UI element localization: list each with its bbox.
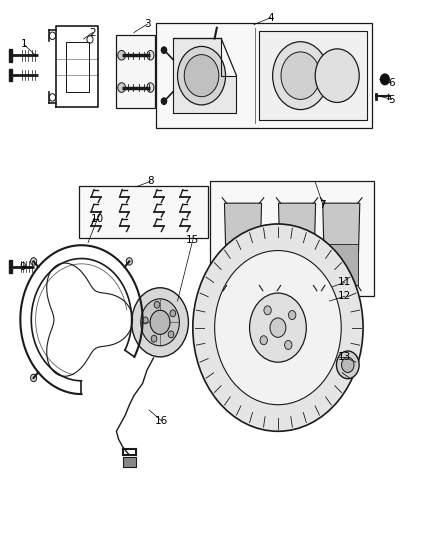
Circle shape [31, 257, 37, 265]
Polygon shape [10, 260, 12, 273]
Circle shape [250, 293, 306, 362]
Circle shape [118, 51, 126, 60]
Circle shape [132, 288, 188, 357]
Polygon shape [323, 203, 360, 286]
Ellipse shape [147, 51, 154, 60]
Text: 2: 2 [89, 28, 95, 38]
Text: 4: 4 [267, 13, 274, 23]
Circle shape [260, 336, 267, 345]
Polygon shape [10, 69, 12, 82]
Circle shape [177, 46, 226, 105]
Circle shape [193, 224, 363, 431]
Circle shape [336, 351, 359, 378]
Bar [117, 35, 155, 108]
Text: 9: 9 [19, 262, 26, 271]
Circle shape [184, 54, 219, 96]
Text: 13: 13 [338, 352, 351, 362]
Text: 7: 7 [320, 200, 326, 210]
Polygon shape [281, 244, 314, 286]
Circle shape [151, 335, 157, 342]
Bar [155, 23, 372, 128]
Circle shape [154, 301, 160, 308]
Text: 12: 12 [338, 291, 351, 301]
Polygon shape [325, 244, 357, 286]
Bar [210, 181, 374, 296]
Circle shape [215, 251, 341, 405]
Bar [259, 31, 367, 120]
Text: 10: 10 [91, 214, 104, 224]
Circle shape [272, 42, 328, 110]
Bar [79, 185, 208, 238]
Circle shape [150, 310, 170, 334]
Circle shape [281, 52, 320, 100]
Polygon shape [173, 38, 237, 113]
Circle shape [270, 318, 286, 337]
Polygon shape [224, 203, 261, 286]
Circle shape [170, 310, 176, 317]
Text: 6: 6 [388, 78, 395, 88]
Circle shape [289, 311, 296, 320]
Polygon shape [279, 203, 316, 286]
Circle shape [285, 341, 292, 350]
Ellipse shape [147, 83, 154, 92]
Circle shape [381, 74, 389, 85]
Text: 16: 16 [155, 416, 168, 426]
Text: 3: 3 [144, 19, 151, 29]
Text: 5: 5 [388, 94, 395, 104]
Circle shape [141, 299, 179, 346]
Polygon shape [226, 244, 259, 286]
Text: 8: 8 [147, 176, 154, 187]
Text: 1: 1 [21, 39, 27, 49]
Circle shape [118, 83, 126, 92]
Circle shape [342, 357, 354, 373]
Text: 11: 11 [338, 278, 351, 287]
Circle shape [126, 257, 132, 265]
Circle shape [142, 317, 148, 324]
Circle shape [264, 306, 271, 315]
Circle shape [315, 49, 359, 102]
Circle shape [31, 374, 37, 382]
Bar [123, 457, 137, 467]
Circle shape [161, 98, 166, 104]
Text: 15: 15 [186, 235, 199, 245]
Polygon shape [10, 49, 12, 62]
Circle shape [161, 47, 166, 53]
Circle shape [168, 331, 174, 338]
